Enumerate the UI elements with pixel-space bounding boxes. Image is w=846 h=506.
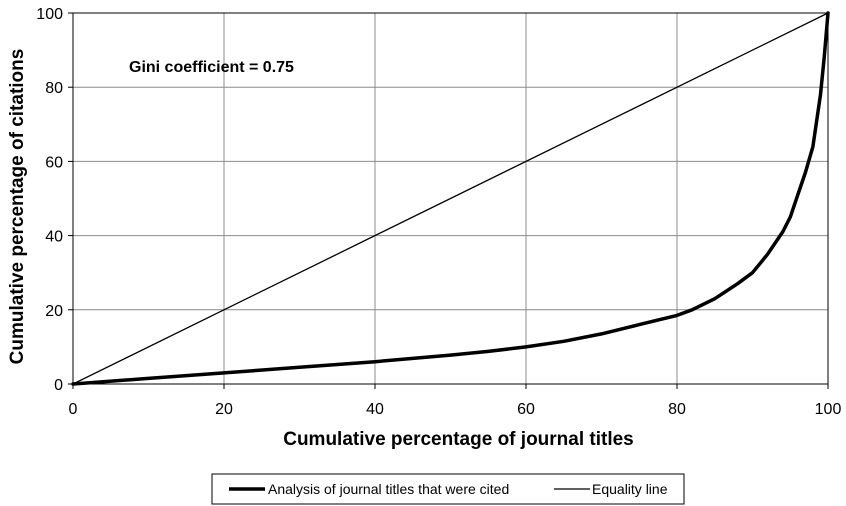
series-line-equality bbox=[72, 12, 829, 385]
legend-label-cited: Analysis of journal titles that were cit… bbox=[268, 481, 509, 497]
series-line-cited bbox=[71, 11, 830, 386]
plot-area-frame bbox=[72, 12, 829, 385]
series-layer bbox=[71, 11, 830, 386]
x-tick-label: 40 bbox=[366, 401, 384, 418]
legend: Analysis of journal titles that were cit… bbox=[211, 473, 685, 505]
y-tick-label: 40 bbox=[45, 229, 63, 246]
y-tick-label: 80 bbox=[45, 80, 63, 97]
x-axis-title: Cumulative percentage of journal titles bbox=[283, 429, 634, 450]
y-tick-label: 0 bbox=[54, 377, 63, 394]
x-tick-label: 60 bbox=[517, 401, 535, 418]
x-tick-label: 80 bbox=[668, 401, 686, 418]
legend-box bbox=[211, 473, 685, 505]
grid bbox=[73, 13, 828, 384]
x-tick-label: 100 bbox=[815, 401, 842, 418]
y-axis-ticks: 0 20 40 60 80 100 bbox=[36, 6, 73, 394]
x-tick-label: 0 bbox=[69, 401, 78, 418]
x-axis-ticks: 0 20 40 60 80 100 bbox=[69, 384, 842, 418]
y-tick-label: 20 bbox=[45, 303, 63, 320]
y-tick-label: 100 bbox=[36, 6, 63, 23]
legend-label-equality: Equality line bbox=[592, 481, 668, 497]
x-tick-label: 20 bbox=[215, 401, 233, 418]
y-axis-title: Cumulative percentage of citations bbox=[7, 49, 28, 365]
y-tick-label: 60 bbox=[45, 154, 63, 171]
gini-annotation: Gini coefficient = 0.75 bbox=[129, 59, 294, 76]
